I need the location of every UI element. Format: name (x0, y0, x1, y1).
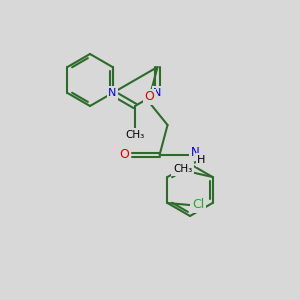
Text: CH₃: CH₃ (125, 130, 145, 140)
Text: O: O (145, 91, 154, 103)
Text: H: H (197, 155, 206, 165)
Text: N: N (153, 88, 162, 98)
Text: CH₃: CH₃ (173, 164, 192, 174)
Text: N: N (108, 88, 117, 98)
Text: Cl: Cl (192, 199, 205, 212)
Text: N: N (191, 146, 200, 160)
Text: O: O (120, 148, 130, 161)
